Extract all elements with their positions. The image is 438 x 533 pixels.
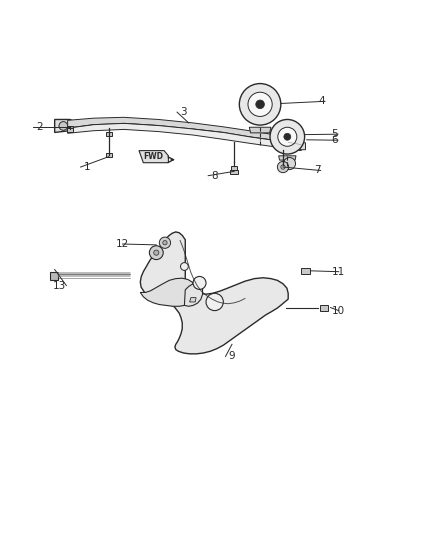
Circle shape [59, 122, 67, 130]
Polygon shape [279, 156, 296, 160]
Text: 2: 2 [36, 122, 43, 132]
Polygon shape [249, 127, 271, 133]
Circle shape [278, 127, 297, 146]
Polygon shape [67, 123, 301, 151]
Polygon shape [139, 151, 168, 163]
Polygon shape [184, 283, 202, 306]
FancyBboxPatch shape [231, 166, 237, 170]
Text: FWD: FWD [143, 152, 163, 161]
Circle shape [159, 237, 170, 248]
Circle shape [248, 92, 272, 116]
Text: 3: 3 [180, 107, 187, 117]
Circle shape [206, 293, 223, 311]
FancyBboxPatch shape [67, 126, 73, 130]
FancyBboxPatch shape [301, 268, 310, 274]
FancyBboxPatch shape [67, 128, 73, 132]
Circle shape [163, 240, 167, 245]
Circle shape [281, 165, 285, 169]
Circle shape [270, 119, 304, 154]
Text: 7: 7 [314, 166, 321, 175]
Text: 5: 5 [332, 129, 338, 139]
Text: 8: 8 [212, 171, 218, 181]
Polygon shape [284, 139, 305, 150]
FancyBboxPatch shape [320, 304, 328, 311]
FancyBboxPatch shape [230, 170, 238, 174]
Circle shape [239, 84, 281, 125]
Circle shape [154, 250, 159, 255]
Text: 4: 4 [318, 96, 325, 106]
Text: 9: 9 [229, 351, 235, 361]
Text: 13: 13 [53, 280, 67, 290]
FancyBboxPatch shape [106, 132, 112, 136]
Circle shape [283, 158, 296, 169]
Polygon shape [55, 119, 75, 132]
Polygon shape [140, 278, 196, 306]
Text: 6: 6 [332, 135, 338, 145]
Polygon shape [190, 297, 196, 302]
FancyBboxPatch shape [50, 272, 58, 280]
Text: 11: 11 [332, 266, 346, 277]
Circle shape [277, 161, 289, 173]
Circle shape [193, 277, 206, 289]
Circle shape [149, 246, 163, 260]
Circle shape [256, 100, 265, 109]
FancyBboxPatch shape [321, 305, 327, 310]
Polygon shape [140, 232, 288, 354]
Circle shape [180, 263, 188, 270]
FancyBboxPatch shape [106, 153, 112, 157]
Text: 1: 1 [84, 162, 90, 172]
Text: 12: 12 [116, 239, 129, 249]
Text: 10: 10 [332, 305, 346, 316]
Polygon shape [67, 117, 301, 144]
Circle shape [284, 133, 291, 140]
